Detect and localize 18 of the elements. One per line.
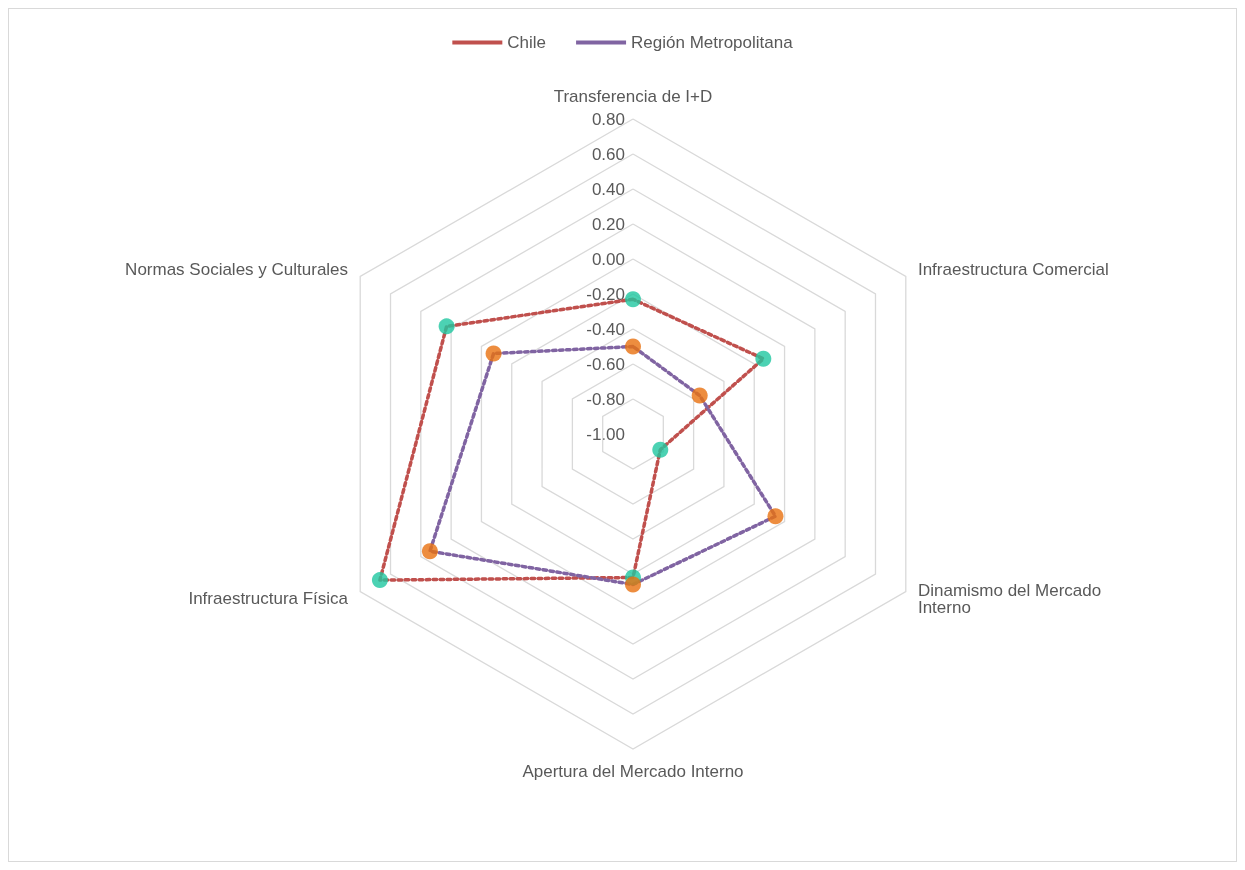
y-tick-label: 0.40 (591, 179, 625, 199)
legend-label: Chile (507, 33, 547, 52)
spoke-label: Apertura del Mercado Interno (522, 762, 744, 781)
spoke-label: Transferencia de I+D (553, 87, 713, 106)
legend-label: Región Metropolitana (631, 33, 794, 52)
spoke-label: Infraestructura Comercial (917, 260, 1109, 279)
y-tick-label: 0.00 (591, 249, 625, 269)
spoke-label: Infraestructura Física (188, 589, 349, 608)
y-tick-label: -0.20 (586, 284, 625, 304)
y-tick-label: -0.40 (586, 319, 625, 339)
y-tick-label: -1.00 (586, 424, 625, 444)
y-tick-label: -0.80 (586, 389, 625, 409)
y-tick-label: 0.80 (591, 109, 625, 129)
spoke-label: Normas Sociales y Culturales (125, 260, 349, 279)
y-tick-label: 0.20 (591, 214, 625, 234)
y-tick-label: -0.60 (586, 354, 625, 374)
spoke-label: Dinamismo del Mercado Interno (917, 580, 1102, 617)
y-tick-label: 0.60 (591, 144, 625, 164)
